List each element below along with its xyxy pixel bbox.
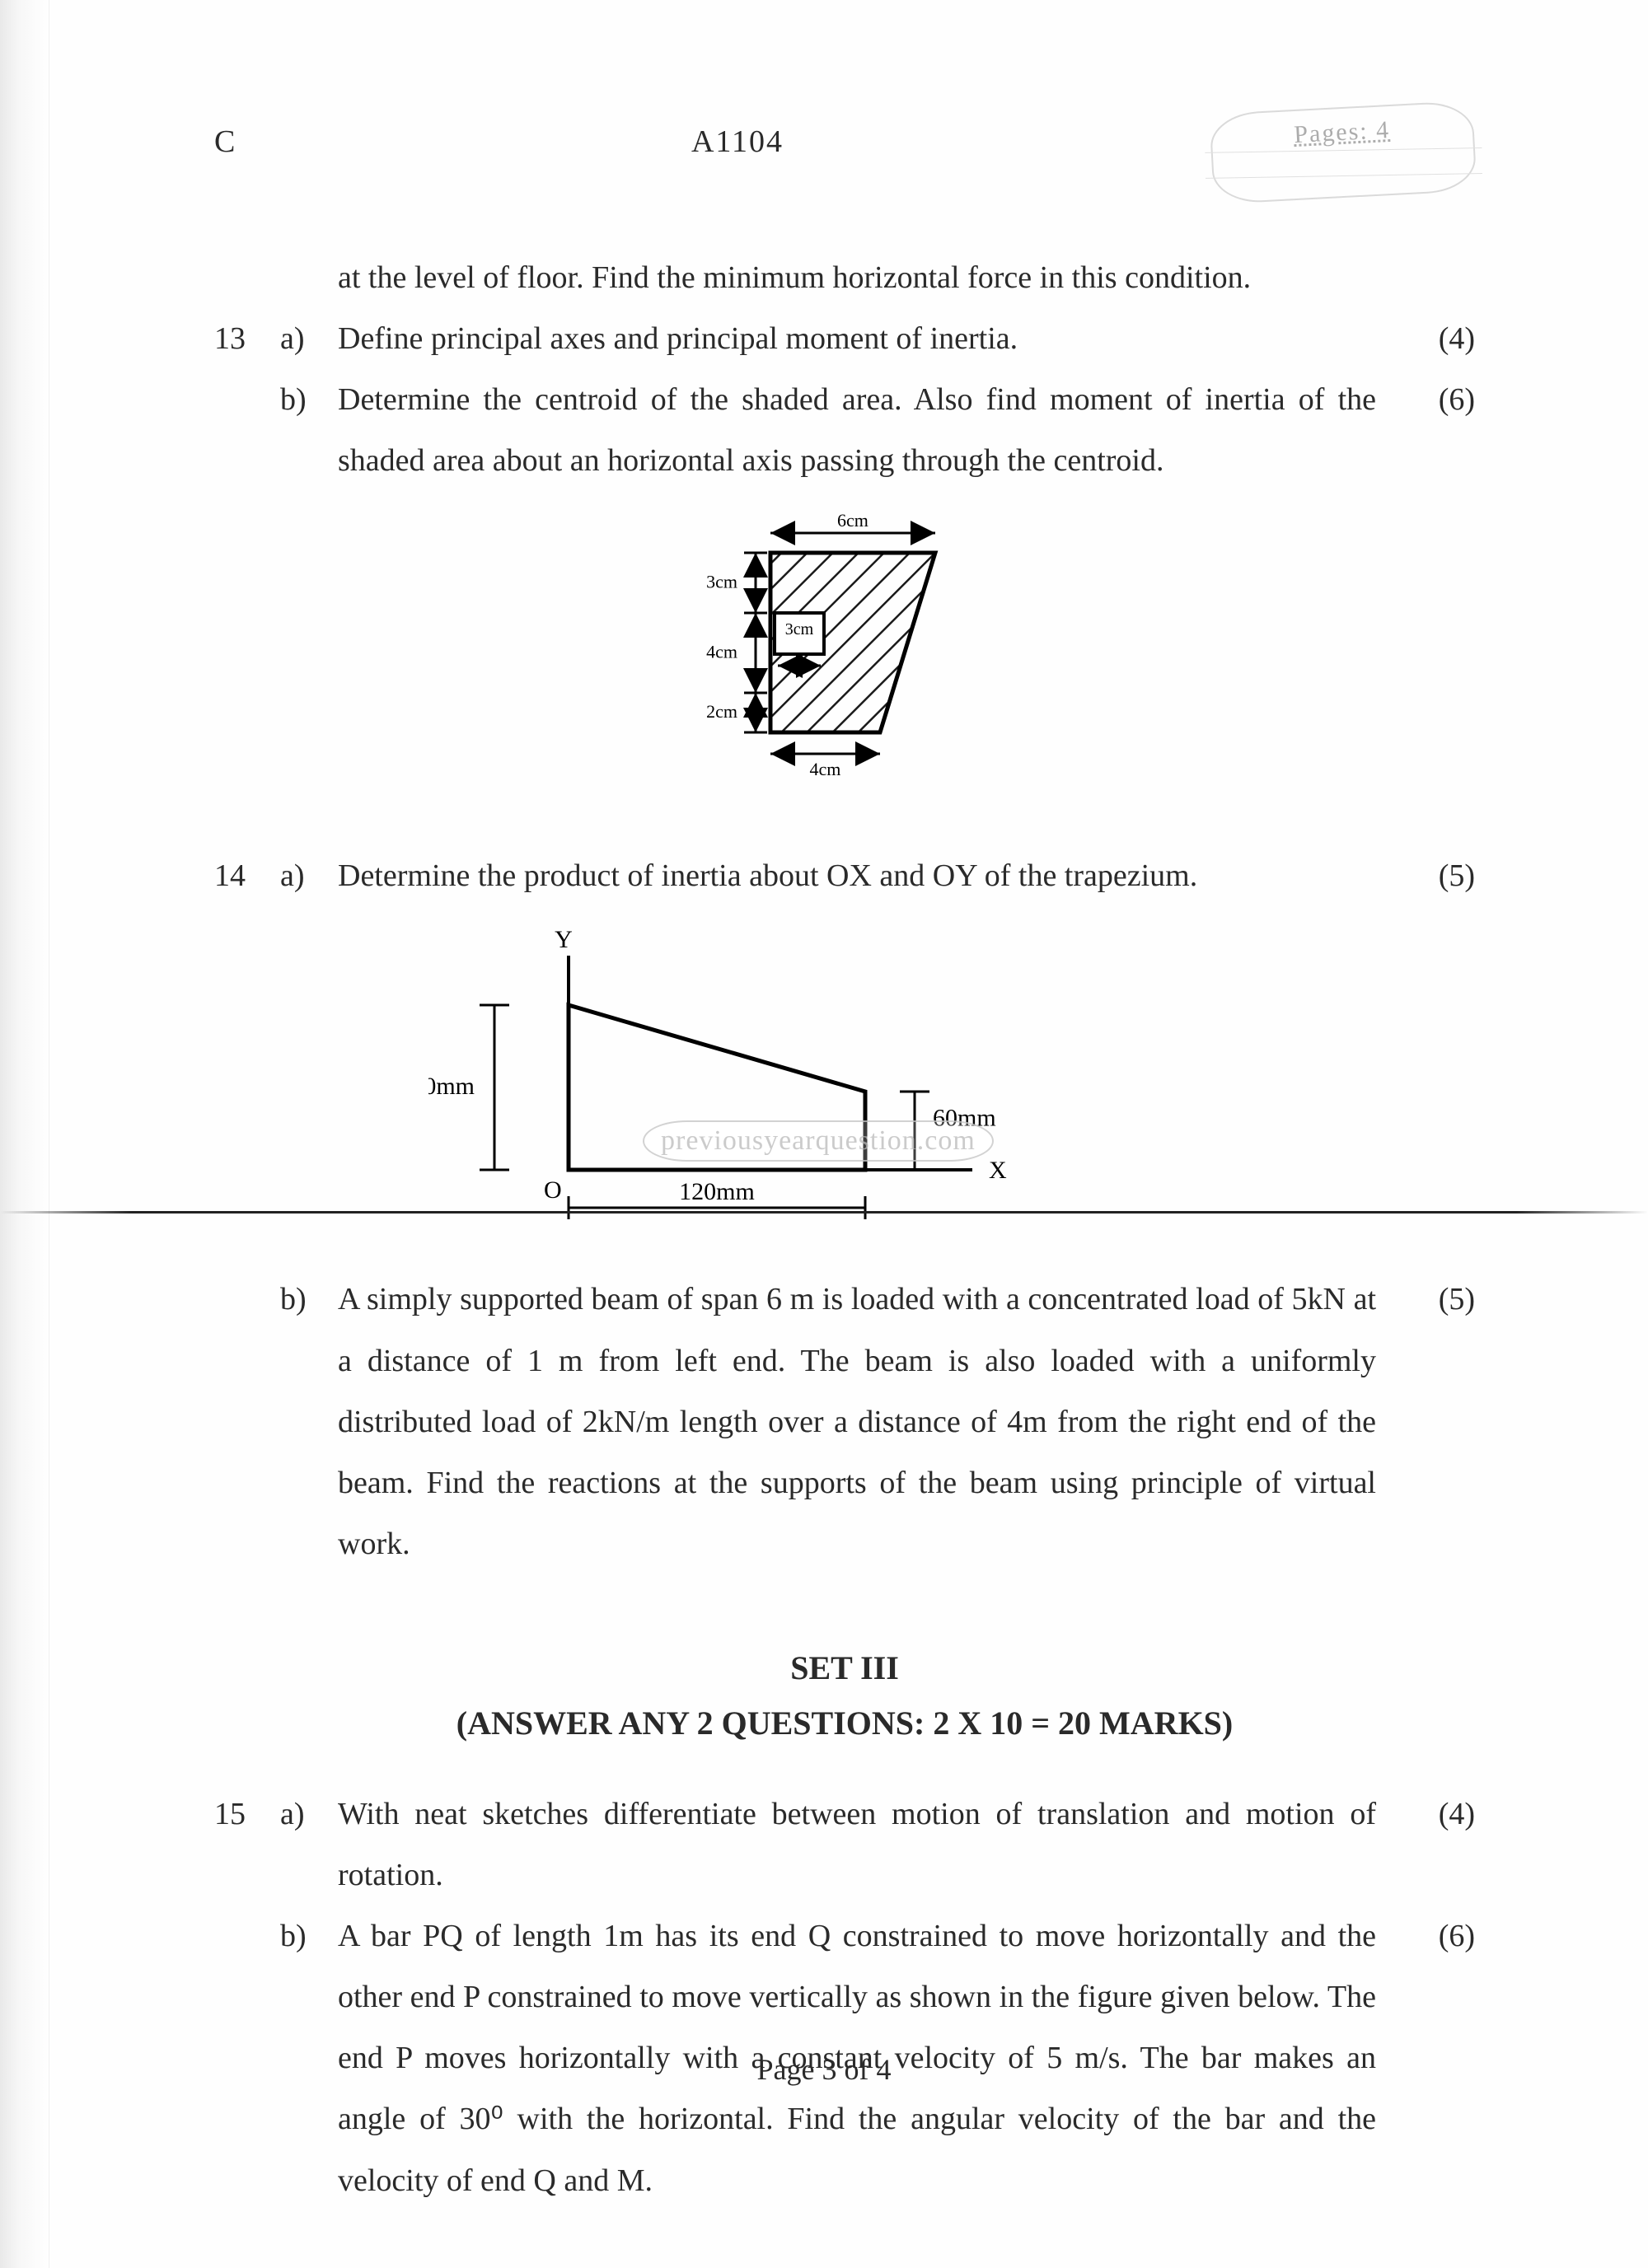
- q14-number: 14: [214, 845, 280, 906]
- q15a-marks: (4): [1409, 1784, 1475, 1845]
- figure-14a: YXO120mm60mm120mm previousyearquestion.c…: [214, 923, 1475, 1228]
- q13a-marks: (4): [1409, 308, 1475, 369]
- scan-edge: [0, 0, 49, 2268]
- scan-artifact-line: [0, 1211, 1648, 1213]
- svg-text:120mm: 120mm: [679, 1178, 755, 1205]
- q13a-sub: a): [280, 308, 338, 369]
- svg-text:4cm: 4cm: [810, 759, 841, 779]
- set-instruction: (ANSWER ANY 2 QUESTIONS: 2 X 10 = 20 MAR…: [214, 1704, 1475, 1742]
- q15a-sub: a): [280, 1784, 338, 1845]
- page-header: C A1104 Pages: 4: [214, 124, 1475, 198]
- svg-text:X: X: [989, 1157, 1007, 1184]
- svg-text:Y: Y: [555, 926, 573, 953]
- question-block: b) A simply supported beam of span 6 m i…: [214, 1269, 1475, 1574]
- q13b-text: Determine the centroid of the shaded are…: [338, 369, 1409, 491]
- trapezium-diagram: YXO120mm60mm120mm: [428, 923, 1055, 1228]
- header-stamp-area: Pages: 4: [1211, 124, 1475, 198]
- svg-text:3cm: 3cm: [785, 620, 814, 638]
- q13-number: 13: [214, 308, 280, 369]
- centroid-diagram: 6cm 3cm 4cm 2cm 3cm 4cm: [672, 507, 1018, 821]
- q14a-sub: a): [280, 845, 338, 906]
- q14b-text: A simply supported beam of span 6 m is l…: [338, 1269, 1409, 1574]
- q15b-marks: (6): [1409, 1906, 1475, 1966]
- q14a-text: Determine the product of inertia about O…: [338, 845, 1409, 906]
- q13b-marks: (6): [1409, 369, 1475, 430]
- q15a-text: With neat sketches differentiate between…: [338, 1784, 1409, 1906]
- question-block: 15 a) With neat sketches differentiate b…: [214, 1784, 1475, 2211]
- header-section-letter: C: [214, 124, 264, 160]
- paper-code: A1104: [264, 124, 1211, 160]
- page-footer: Page 3 of 4: [0, 2052, 1648, 2087]
- svg-text:6cm: 6cm: [837, 510, 868, 531]
- pages-stamp: Pages: 4: [1209, 101, 1477, 205]
- svg-text:4cm: 4cm: [706, 642, 737, 662]
- svg-text:2cm: 2cm: [706, 701, 737, 722]
- q14a-marks: (5): [1409, 845, 1475, 906]
- svg-text:120mm: 120mm: [428, 1073, 475, 1100]
- svg-text:O: O: [544, 1176, 562, 1204]
- q13a-text: Define principal axes and principal mome…: [338, 308, 1409, 369]
- intro-fragment: at the level of floor. Find the minimum …: [338, 247, 1409, 308]
- q14b-sub: b): [280, 1269, 338, 1330]
- q15b-sub: b): [280, 1906, 338, 1966]
- q14b-marks: (5): [1409, 1269, 1475, 1330]
- page: C A1104 Pages: 4 at the level of floor. …: [0, 0, 1648, 2268]
- watermark: previousyearquestion.com: [643, 1120, 994, 1162]
- question-block: at the level of floor. Find the minimum …: [214, 247, 1475, 491]
- q13b-sub: b): [280, 369, 338, 430]
- q15-number: 15: [214, 1784, 280, 1845]
- svg-text:3cm: 3cm: [706, 572, 737, 592]
- figure-13b: 6cm 3cm 4cm 2cm 3cm 4cm: [214, 507, 1475, 821]
- set-title: SET III: [214, 1648, 1475, 1687]
- question-block: 14 a) Determine the product of inertia a…: [214, 845, 1475, 906]
